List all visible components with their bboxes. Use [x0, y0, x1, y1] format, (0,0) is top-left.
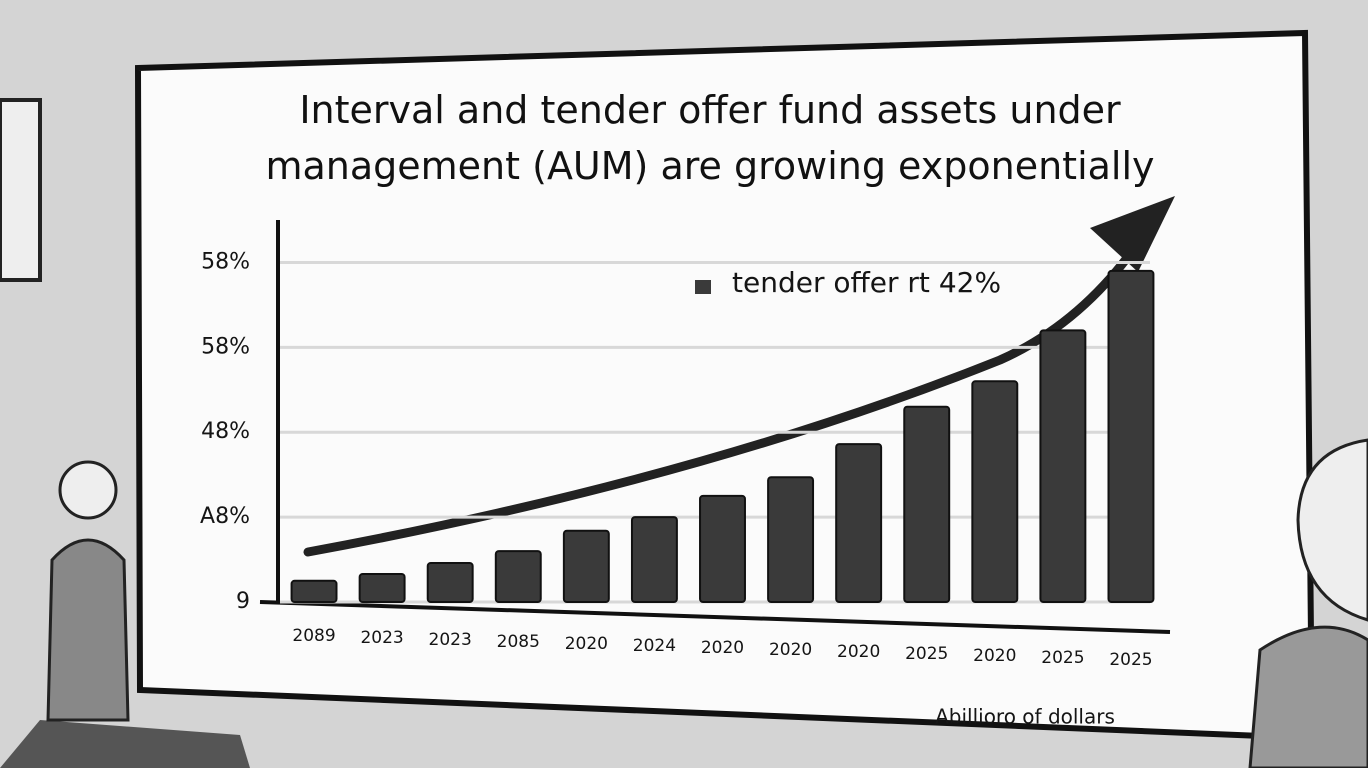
axis-note: Abillioro of dollars: [935, 705, 1115, 729]
person: [1296, 438, 1368, 622]
person: [1248, 625, 1368, 768]
bar: [1107, 269, 1155, 603]
bar: [699, 494, 746, 603]
bar: [903, 405, 951, 603]
bar: [494, 550, 542, 603]
x-axis: [259, 600, 1171, 634]
poster: [0, 98, 42, 282]
bar: [358, 572, 406, 604]
x-tick-label: 2025: [1109, 650, 1152, 670]
legend-swatch: [695, 280, 711, 294]
bar: [290, 579, 338, 603]
bar: [630, 516, 678, 603]
arrow-head: [1090, 196, 1175, 272]
trend-arrow: [303, 220, 1155, 557]
bar: [835, 443, 883, 603]
y-tick-label: 48%: [201, 419, 250, 444]
x-tick-label: 2020: [769, 640, 812, 660]
bar: [1039, 329, 1087, 603]
x-tick-label: 2020: [701, 638, 744, 658]
x-tick-label: 2024: [633, 636, 676, 656]
legend-label: tender offer rt 42%: [732, 266, 1001, 299]
y-tick-label: A8%: [200, 504, 250, 529]
bar: [426, 561, 474, 603]
x-tick-label: 2089: [292, 626, 335, 646]
x-tick-label: 2020: [973, 646, 1016, 666]
y-tick-label: 9: [236, 589, 250, 614]
y-tick-label: 58%: [201, 249, 250, 274]
chart-title: Interval and tender offer fund assets un…: [265, 88, 1155, 188]
x-tick-label: 2020: [565, 634, 608, 654]
x-tick-label: 2085: [497, 632, 540, 652]
bar: [562, 529, 610, 604]
x-tick-label: 2023: [429, 630, 472, 650]
x-tick-label: 2020: [837, 642, 880, 662]
x-tick-label: 2025: [1041, 648, 1084, 668]
table: [0, 720, 250, 768]
y-tick-label: 58%: [201, 334, 250, 359]
x-tick-label: 2025: [905, 644, 948, 664]
person: [58, 460, 118, 520]
bar: [767, 476, 815, 604]
bar: [971, 380, 1019, 603]
x-tick-label: 2023: [360, 628, 403, 648]
person: [46, 538, 130, 722]
